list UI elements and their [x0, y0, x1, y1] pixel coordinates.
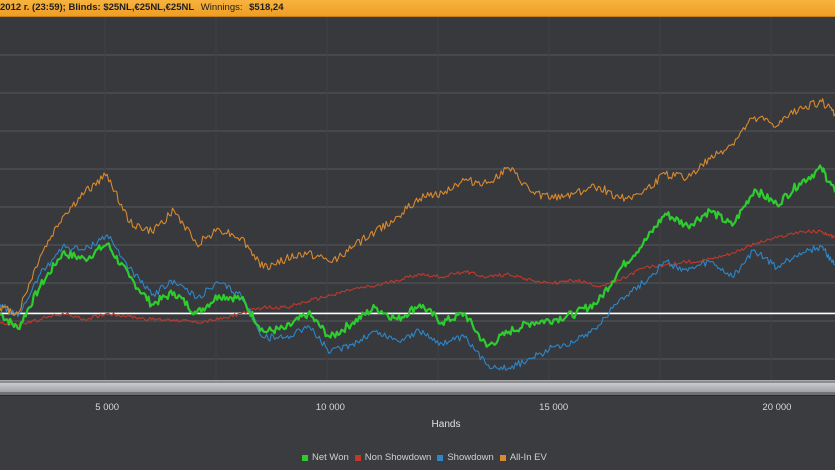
x-tick-label: 5 000	[95, 402, 120, 413]
legend-swatch-showdown	[437, 454, 444, 461]
legend-label-showdown: Showdown	[447, 452, 494, 463]
legend-item-all-in-ev[interactable]: All-In EV	[499, 452, 547, 463]
x-tick-label: 15 000	[539, 402, 569, 413]
horizontal-scrollbar[interactable]	[0, 380, 835, 396]
plot-area	[0, 17, 835, 383]
legend-label-non-showdown: Non Showdown	[364, 452, 432, 463]
winnings-label: Winnings:	[200, 2, 243, 13]
legend-label-net-won: Net Won	[312, 452, 349, 463]
series-line-all-in-ev	[0, 98, 835, 316]
x-tick-label: 10 000	[315, 402, 345, 413]
series-line-showdown	[0, 234, 835, 371]
legend-item-showdown[interactable]: Showdown	[437, 452, 494, 463]
legend-swatch-net-won	[302, 454, 308, 461]
series-line-non-showdown	[0, 229, 835, 327]
legend-item-non-showdown[interactable]: Non Showdown	[354, 452, 432, 463]
series-line-net-won	[0, 164, 835, 348]
winnings-value: $518,24	[249, 2, 284, 13]
session-info: 2012 г. (23:59); Blinds: $25NL,€25NL,€25…	[0, 2, 195, 13]
scrollbar-thumb[interactable]	[0, 383, 835, 392]
header-bar: 2012 г. (23:59); Blinds: $25NL,€25NL,€25…	[0, 0, 835, 17]
legend-swatch-all-in-ev	[499, 454, 506, 461]
legend-swatch-non-showdown	[354, 454, 361, 461]
series-lines	[0, 98, 835, 371]
legend-item-net-won[interactable]: Net Won	[302, 452, 349, 463]
legend-label-all-in-ev: All-In EV	[509, 452, 547, 463]
graph-chart	[0, 17, 835, 383]
x-axis-label: Hands	[431, 419, 461, 430]
legend: Net Won Non Showdown Showdown All-In EV	[302, 452, 553, 463]
x-tick-label: 20 000	[762, 402, 792, 413]
